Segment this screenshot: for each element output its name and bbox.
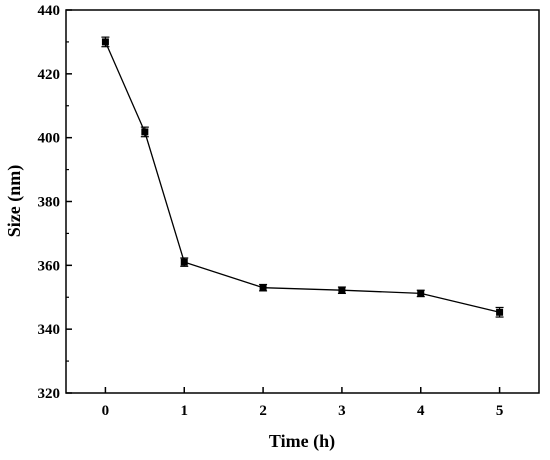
data-point	[417, 289, 425, 297]
x-tick-label: 3	[338, 403, 346, 419]
x-tick-label: 0	[102, 403, 110, 419]
x-tick-label: 4	[417, 403, 425, 419]
x-axis-label: Time (h)	[269, 431, 335, 452]
series-line	[104, 41, 500, 313]
y-tick-label: 360	[38, 258, 61, 274]
x-tick-label: 5	[496, 403, 504, 419]
data-point	[180, 258, 188, 266]
data-point	[101, 38, 109, 46]
y-tick-label: 340	[38, 322, 61, 338]
x-tick-label: 2	[259, 403, 267, 419]
data-point	[496, 308, 504, 316]
data-series	[101, 36, 504, 318]
y-tick-label: 440	[38, 3, 61, 19]
data-point	[259, 284, 267, 292]
x-tick-label: 1	[181, 403, 189, 419]
data-point	[141, 128, 149, 136]
y-tick-label: 380	[38, 195, 61, 211]
y-axis-label: Size (nm)	[4, 165, 25, 237]
data-point	[338, 286, 346, 294]
axis-ticks	[66, 9, 501, 394]
y-tick-label: 400	[38, 131, 61, 147]
y-tick-label: 420	[38, 67, 61, 83]
plot-frame	[65, 9, 540, 394]
tick-labels: 0 1 2 3 4 5 320 340 360 380 400 420 440	[38, 3, 504, 419]
y-tick-label: 320	[38, 386, 61, 402]
